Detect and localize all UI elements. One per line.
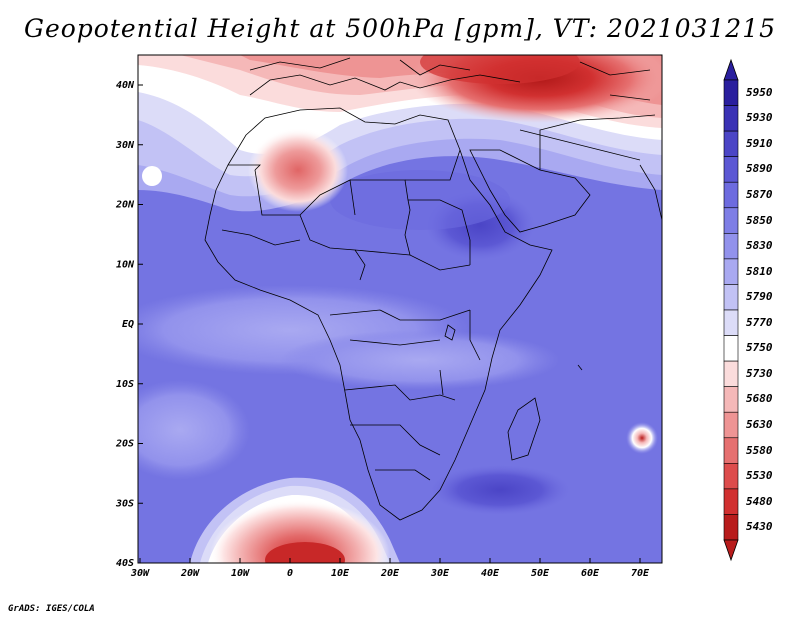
lon-tick-label: 20W [180, 568, 200, 579]
lon-tick-label: 10E [331, 568, 350, 579]
colorbar-top-arrow [723, 58, 739, 81]
colorbar-swatch [723, 207, 739, 234]
colorbar-swatch [723, 105, 739, 132]
colorbar-level-label: 5870 [746, 188, 773, 201]
colorbar-swatch [723, 437, 739, 464]
colorbar-level-label: 5730 [746, 366, 773, 380]
colorbar-level-label: 5480 [746, 494, 773, 508]
colorbar-level-label: 5910 [746, 136, 773, 150]
colorbar-level-label: 5770 [746, 315, 773, 329]
colorbar-level-label: 5680 [746, 392, 773, 406]
colorbar-level-label: 5830 [746, 239, 773, 253]
lon-tick-label: 30E [430, 568, 450, 579]
lon-tick-label: 60E [581, 568, 600, 579]
colorbar-level-label: 5750 [746, 341, 773, 355]
colorbar [723, 58, 739, 562]
colorbar-level-label: 5630 [746, 418, 773, 431]
lon-tick-label: 50E [531, 568, 550, 579]
lat-tick-label: 40S [116, 558, 134, 569]
colorbar-level-label: 5890 [746, 162, 773, 176]
colorbar-swatch [723, 130, 739, 157]
colorbar-level-label: 5580 [746, 443, 773, 457]
colorbar-level-label: 5530 [746, 469, 773, 483]
lon-tick-label: 30W [130, 568, 150, 579]
plot-frame [137, 54, 663, 564]
colorbar-swatch [723, 335, 739, 362]
colorbar-level-label: 5790 [746, 290, 773, 304]
lat-tick-label: 40N [116, 80, 135, 91]
colorbar-level-label: 5430 [746, 520, 773, 534]
lon-tick-label: 0 [287, 568, 293, 579]
axis-ticks: 30W 20W 10W 0 10E 20E 30E 40E 50E 60E 70E 40N 30N 20N… [115, 80, 650, 579]
colorbar-level-label: 5950 [746, 85, 773, 99]
lon-tick-label: 70E [631, 568, 650, 579]
colorbar-swatch [723, 463, 739, 490]
country-borders [204, 57, 662, 521]
lon-tick-label: 10W [231, 568, 250, 579]
colorbar-swatch [723, 233, 739, 260]
colorbar-swatch [723, 360, 739, 387]
colorbar-bottom-arrow [723, 539, 739, 562]
colorbar-swatch [723, 181, 739, 209]
colorbar-level-label: 5930 [746, 111, 773, 125]
colorbar-swatch [723, 258, 739, 285]
lat-tick-label: 20S [115, 439, 134, 450]
colorbar-swatch [723, 386, 739, 413]
height-field [138, 55, 662, 563]
colorbar-swatch [723, 488, 739, 515]
colorbar-swatch [723, 79, 739, 106]
grads-credit: GrADS: IGES/COLA [8, 604, 95, 614]
lat-tick-label: 30N [115, 140, 135, 151]
colorbar-swatch [723, 411, 739, 439]
colorbar-swatch [723, 309, 739, 336]
colorbar-swatch [723, 284, 739, 311]
colorbar-swatch [723, 514, 739, 541]
lon-tick-label: 40E [481, 568, 500, 579]
lat-tick-label: 20N [115, 200, 135, 211]
lat-tick-label: 10S [116, 379, 134, 390]
map-title: Geopotential Height at 500hPa [gpm], VT:… [23, 14, 777, 43]
lon-tick-label: 20E [380, 568, 400, 579]
colorbar-level-label: 5810 [746, 264, 773, 278]
colorbar-swatch [723, 156, 739, 183]
lat-tick-label: 30S [115, 498, 134, 509]
lat-tick-label: 10N [116, 259, 135, 270]
colorbar-level-label: 5850 [746, 213, 773, 227]
lat-tick-label: EQ [122, 319, 134, 330]
